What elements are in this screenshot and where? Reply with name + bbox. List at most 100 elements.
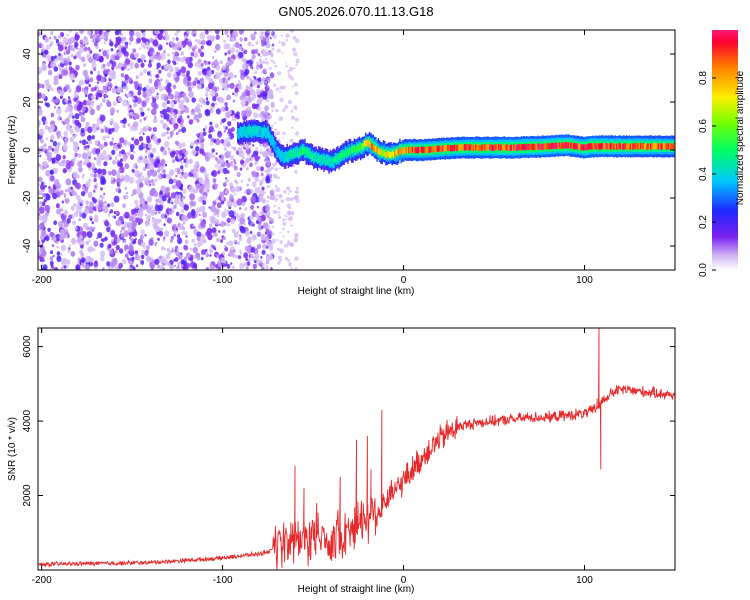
- noise-blob: [183, 156, 187, 160]
- signal-track-cell: [496, 144, 499, 151]
- signal-track-cell: [292, 150, 295, 157]
- noise-blob: [225, 160, 229, 164]
- signal-track-cell: [330, 158, 333, 165]
- noise-blob: [113, 126, 119, 133]
- noise-blob: [167, 147, 171, 151]
- signal-track-cell: [457, 144, 459, 151]
- noise-blob: [205, 231, 210, 237]
- noise-blob: [171, 112, 175, 117]
- noise-blob: [116, 109, 119, 113]
- noise-blob: [222, 167, 228, 175]
- noise-blob: [187, 86, 192, 92]
- noise-blob: [80, 199, 84, 205]
- noise-blob: [94, 184, 97, 188]
- signal-track-cell: [609, 143, 611, 150]
- noise-blob: [151, 170, 158, 177]
- noise-blob: [287, 141, 289, 144]
- signal-track-cell: [588, 143, 590, 150]
- signal-track-cell: [553, 142, 556, 149]
- noise-blob: [84, 263, 90, 270]
- noise-blob: [261, 266, 265, 270]
- noise-blob: [293, 67, 296, 70]
- noise-blob: [279, 97, 284, 103]
- signal-track-cell: [518, 143, 520, 151]
- noise-blob: [197, 196, 204, 203]
- signal-track-cell: [416, 147, 419, 154]
- signal-track-cell: [642, 142, 644, 150]
- noise-blob: [171, 51, 174, 55]
- noise-blob: [115, 244, 120, 251]
- noise-blob: [98, 30, 103, 35]
- noise-blob: [78, 56, 82, 60]
- signal-track-cell: [363, 140, 366, 147]
- noise-blob: [106, 135, 110, 139]
- noise-blob: [100, 89, 105, 95]
- x-tick-label: 100: [576, 275, 593, 286]
- noise-blob: [38, 82, 41, 90]
- signal-track-cell: [321, 155, 324, 162]
- noise-blob: [64, 108, 69, 113]
- signal-track-cell: [454, 145, 457, 152]
- noise-blob: [240, 99, 246, 107]
- noise-blob: [192, 80, 197, 86]
- signal-track-cell: [584, 144, 586, 151]
- noise-blob: [85, 255, 91, 263]
- noise-blob: [214, 209, 220, 215]
- signal-track-cell: [254, 128, 257, 135]
- signal-track-cell: [272, 138, 274, 145]
- noise-blob: [41, 62, 46, 67]
- noise-blob: [167, 72, 172, 78]
- signal-track-cell: [594, 142, 596, 150]
- noise-blob: [119, 32, 122, 36]
- noise-blob: [184, 239, 189, 245]
- signal-track-cell: [257, 125, 259, 133]
- noise-blob: [247, 189, 251, 193]
- signal-track-cell: [556, 142, 558, 149]
- signal-track-cell: [275, 144, 277, 151]
- noise-blob: [218, 96, 224, 103]
- signal-track-cell: [415, 147, 418, 154]
- signal-track-cell: [468, 144, 471, 151]
- noise-blob: [229, 82, 235, 89]
- signal-track-cell: [629, 143, 632, 150]
- signal-track-cell: [367, 138, 369, 145]
- noise-blob: [262, 176, 266, 181]
- noise-blob: [200, 51, 205, 58]
- noise-blob: [265, 39, 270, 44]
- noise-blob: [41, 189, 45, 193]
- noise-blob: [87, 47, 91, 51]
- noise-blob: [82, 112, 85, 116]
- noise-blob: [294, 105, 298, 108]
- noise-blob: [127, 250, 130, 254]
- noise-blob: [165, 42, 169, 46]
- signal-track-cell: [433, 146, 435, 153]
- noise-blob: [198, 97, 204, 104]
- noise-blob: [256, 220, 259, 224]
- noise-blob: [289, 265, 292, 268]
- noise-blob: [224, 103, 227, 106]
- noise-blob: [159, 110, 163, 114]
- noise-blob: [54, 55, 57, 59]
- noise-blob: [142, 32, 146, 38]
- noise-blob: [230, 218, 236, 225]
- signal-track-cell: [492, 144, 495, 152]
- noise-blob: [60, 253, 63, 257]
- noise-blob: [216, 238, 220, 243]
- noise-blob: [102, 85, 107, 91]
- noise-blob: [204, 125, 208, 129]
- noise-blob: [156, 168, 161, 173]
- noise-blob: [152, 39, 159, 47]
- signal-track-cell: [338, 152, 340, 160]
- noise-blob: [182, 73, 186, 78]
- signal-track-cell: [637, 143, 639, 150]
- noise-blob: [46, 102, 50, 108]
- noise-blob: [221, 211, 227, 219]
- noise-blob: [238, 236, 243, 241]
- noise-blob: [265, 49, 268, 51]
- signal-track-cell: [281, 153, 283, 161]
- noise-blob: [103, 67, 106, 71]
- noise-blob: [138, 131, 142, 135]
- x-tick-label: -100: [213, 275, 233, 286]
- noise-blob: [129, 30, 135, 37]
- noise-blob: [265, 236, 270, 241]
